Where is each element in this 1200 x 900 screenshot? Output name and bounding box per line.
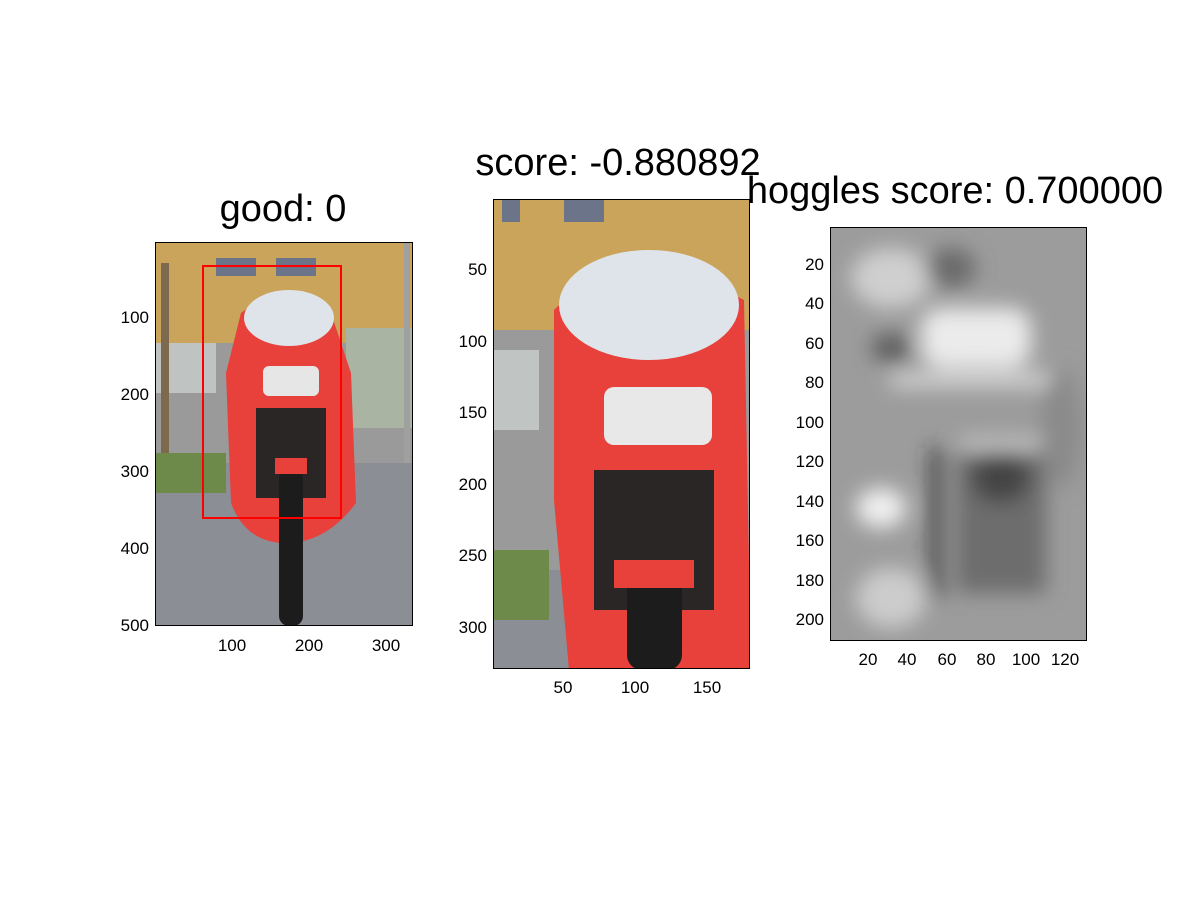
xtick-label: 20 xyxy=(858,650,878,669)
motorcycle-full-photo xyxy=(156,243,412,625)
ytick-label: 20 xyxy=(805,255,824,274)
panel1-axes xyxy=(155,242,413,626)
ytick-label: 250 xyxy=(458,546,487,565)
ytick-label: 180 xyxy=(795,571,824,590)
ytick-label: 500 xyxy=(120,616,149,635)
xtick-label: 50 xyxy=(553,678,573,697)
xtick-label: 40 xyxy=(897,650,917,669)
ytick-label: 400 xyxy=(120,539,149,558)
xtick-label: 60 xyxy=(937,650,957,669)
ytick-label: 120 xyxy=(795,452,824,471)
xtick-label: 100 xyxy=(620,678,650,697)
ytick-label: 200 xyxy=(120,385,149,404)
ytick-label: 40 xyxy=(805,294,824,313)
xtick-label: 200 xyxy=(294,636,324,655)
ytick-label: 160 xyxy=(795,531,824,550)
ytick-label: 300 xyxy=(120,462,149,481)
xtick-label: 100 xyxy=(1011,650,1041,669)
xtick-label: 300 xyxy=(371,636,401,655)
panel2-axes xyxy=(493,199,750,669)
xtick-label: 120 xyxy=(1050,650,1080,669)
ytick-label: 100 xyxy=(458,332,487,351)
panel3-title: hoggles score: 0.700000 xyxy=(746,170,1164,212)
panel1-title: good: 0 xyxy=(219,188,347,230)
ytick-label: 80 xyxy=(805,373,824,392)
ytick-label: 200 xyxy=(795,610,824,629)
red-bounding-box xyxy=(202,265,342,519)
ytick-label: 50 xyxy=(468,260,487,279)
ytick-label: 200 xyxy=(458,475,487,494)
ytick-label: 150 xyxy=(458,403,487,422)
hoggles-grayscale-reconstruction xyxy=(831,228,1086,640)
ytick-label: 60 xyxy=(805,334,824,353)
xtick-label: 150 xyxy=(692,678,722,697)
ytick-label: 100 xyxy=(120,308,149,327)
panel3-axes xyxy=(830,227,1087,641)
panel2-title: score: -0.880892 xyxy=(475,142,761,184)
ytick-label: 100 xyxy=(795,413,824,432)
xtick-label: 80 xyxy=(976,650,996,669)
ytick-label: 300 xyxy=(458,618,487,637)
xtick-label: 100 xyxy=(217,636,247,655)
ytick-label: 140 xyxy=(795,492,824,511)
motorcycle-crop-photo xyxy=(494,200,749,668)
